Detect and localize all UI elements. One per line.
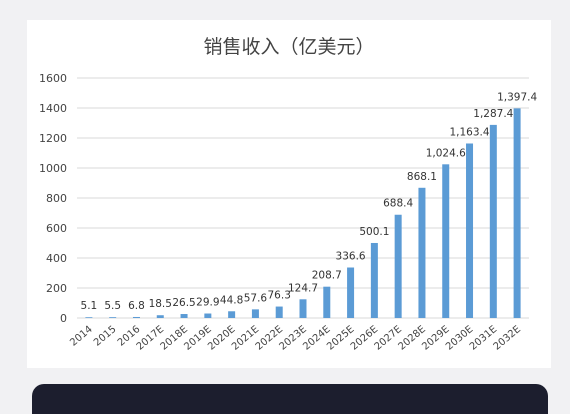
x-tick-label: 2014 xyxy=(68,324,95,349)
bar xyxy=(85,317,93,318)
bar xyxy=(204,313,212,318)
data-label: 868.1 xyxy=(407,171,437,183)
bar xyxy=(275,306,283,318)
y-tick-label: 200 xyxy=(46,282,67,295)
data-label: 29.9 xyxy=(196,297,219,309)
data-label: 26.5 xyxy=(172,297,195,309)
y-tick-label: 0 xyxy=(60,312,67,325)
data-label: 1,397.4 xyxy=(497,91,537,103)
y-tick-label: 800 xyxy=(46,192,67,205)
x-tick-label: 2015 xyxy=(92,324,119,349)
bar xyxy=(132,316,140,318)
data-label: 44.8 xyxy=(220,294,243,306)
chart-title: 销售收入（亿美元） xyxy=(203,36,374,58)
x-axis-ticks: 2014201520162017E2018E2019E2020E2021E202… xyxy=(68,324,523,353)
data-label: 1,163.4 xyxy=(449,126,489,138)
bar xyxy=(370,242,378,318)
bars xyxy=(85,108,521,318)
data-labels: 5.1 5.5 6.8 18.5 26.5 29.9 44.8 57.6 76.3124.720… xyxy=(81,91,538,312)
data-label: 18.5 xyxy=(149,298,172,310)
data-label: 1,287.4 xyxy=(473,108,513,120)
data-label: 6.8 xyxy=(128,300,145,312)
bar xyxy=(418,187,426,318)
bar xyxy=(228,311,236,318)
bar xyxy=(156,315,164,318)
y-tick-label: 600 xyxy=(46,222,67,235)
bar-chart: 销售收入（亿美元） 02004006008001000120014001600 … xyxy=(39,36,538,353)
data-label: 500.1 xyxy=(359,226,389,238)
y-tick-label: 400 xyxy=(46,252,67,265)
data-label: 5.5 xyxy=(104,300,121,312)
bar xyxy=(489,124,497,318)
y-axis-ticks: 0 200 400 600 800 1000 1200 1400 1600 xyxy=(39,72,67,325)
bar xyxy=(442,164,450,318)
data-label: 124.7 xyxy=(288,282,318,294)
data-label: 336.6 xyxy=(336,251,366,263)
bar xyxy=(513,108,521,318)
y-tick-label: 1000 xyxy=(39,162,67,175)
chart-card: 销售收入（亿美元） 0 200 400 600 800 1000 1200 1400 1600 … xyxy=(27,20,551,368)
data-label: 208.7 xyxy=(312,270,342,282)
data-label: 5.1 xyxy=(81,300,98,312)
y-tick-label: 1600 xyxy=(39,72,67,85)
data-label: 57.6 xyxy=(244,292,268,304)
data-label: 1,024.6 xyxy=(426,147,466,159)
bar xyxy=(466,143,474,318)
gridlines xyxy=(77,77,529,319)
bar xyxy=(347,267,355,318)
data-label: 76.3 xyxy=(268,290,291,302)
bar xyxy=(109,317,117,318)
bottom-panel xyxy=(32,384,548,414)
y-tick-label: 1200 xyxy=(39,132,67,145)
bar xyxy=(299,299,307,318)
bar xyxy=(394,214,402,318)
data-label: 688.4 xyxy=(383,198,413,210)
x-tick-label: 2032E xyxy=(492,324,523,353)
y-tick-label: 1400 xyxy=(39,102,67,115)
bar xyxy=(251,309,259,318)
bar xyxy=(323,286,331,318)
bar xyxy=(180,314,188,318)
